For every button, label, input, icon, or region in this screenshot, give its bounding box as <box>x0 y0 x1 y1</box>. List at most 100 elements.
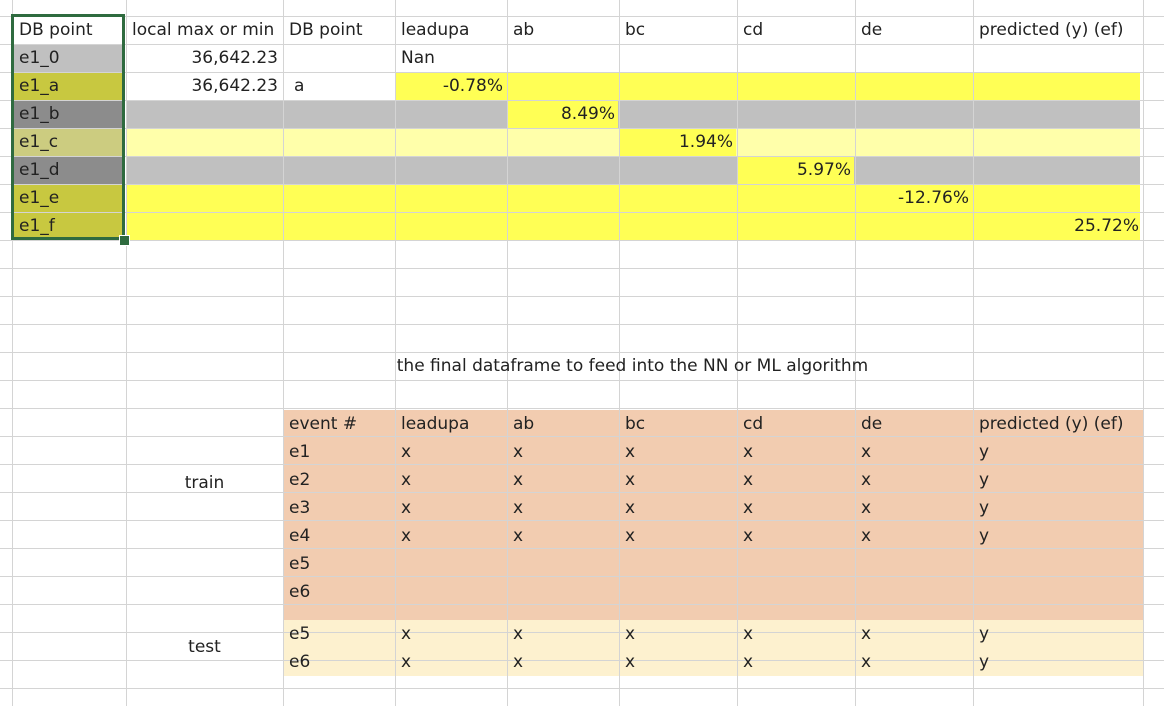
feature-cell-de[interactable] <box>856 550 866 578</box>
bottom-header-bc[interactable]: bc <box>625 414 646 434</box>
bottom-header-predicted-ef[interactable]: predicted (y) (ef) <box>979 414 1124 434</box>
header-de[interactable]: de <box>861 20 883 40</box>
header-db-point-2[interactable]: DB point <box>289 20 363 40</box>
target-cell[interactable]: y <box>979 624 990 644</box>
event-cell[interactable]: e1 <box>289 442 311 462</box>
event-cell[interactable]: e5 <box>289 624 311 644</box>
feature-cell-de[interactable]: x <box>861 470 872 490</box>
feature-cell-leadupa[interactable] <box>396 550 406 578</box>
train-label[interactable]: train <box>184 473 225 493</box>
header-ab[interactable]: ab <box>513 20 535 40</box>
bottom-header-cd[interactable]: cd <box>743 414 764 434</box>
feature-cell-de[interactable]: x <box>861 526 872 546</box>
feature-cell-leadupa[interactable]: x <box>401 526 412 546</box>
target-cell[interactable] <box>974 578 984 606</box>
header-db-point[interactable]: DB point <box>19 20 93 40</box>
feature-cell-ab[interactable]: x <box>513 526 524 546</box>
feature-cell-bc[interactable]: x <box>625 470 636 490</box>
grid-row-line <box>0 44 1164 45</box>
feature-cell-bc[interactable]: x <box>625 498 636 518</box>
feature-cell-ab[interactable]: x <box>513 498 524 518</box>
target-cell[interactable]: y <box>979 442 990 462</box>
cell-ab-e1-b[interactable]: 8.49% <box>560 104 615 124</box>
feature-cell-leadupa[interactable] <box>396 578 406 606</box>
row-label-e1-b[interactable]: e1_b <box>19 104 60 124</box>
label-e1-f-fill <box>14 213 122 237</box>
header-predicted-ef[interactable]: predicted (y) (ef) <box>979 20 1124 40</box>
feature-cell-ab[interactable]: x <box>513 624 524 644</box>
feature-cell-bc[interactable] <box>620 550 630 578</box>
header-bc[interactable]: bc <box>625 20 646 40</box>
feature-cell-de[interactable]: x <box>861 498 872 518</box>
bottom-header-ab[interactable]: ab <box>513 414 535 434</box>
target-cell[interactable]: y <box>979 498 990 518</box>
train-block-fill <box>283 410 1143 620</box>
bottom-header-event[interactable]: event # <box>289 414 358 434</box>
row-label-e1-a[interactable]: e1_a <box>19 76 60 96</box>
grid-row-line <box>0 100 1164 101</box>
test-label[interactable]: test <box>188 637 221 657</box>
cell-local-e1-a[interactable]: 36,642.23 <box>191 76 278 96</box>
fill-handle[interactable] <box>119 235 130 246</box>
feature-cell-cd[interactable]: x <box>743 498 754 518</box>
feature-cell-bc[interactable] <box>620 578 630 606</box>
cell-ef-e1-f[interactable]: 25.72% <box>1074 216 1139 236</box>
feature-cell-cd[interactable]: x <box>743 442 754 462</box>
header-cd[interactable]: cd <box>743 20 764 40</box>
feature-cell-ab[interactable] <box>508 578 518 606</box>
target-cell[interactable]: y <box>979 652 990 672</box>
event-cell[interactable]: e2 <box>289 470 311 490</box>
row-label-e1-d[interactable]: e1_d <box>19 160 60 180</box>
cell-local-e1-0[interactable]: 36,642.23 <box>191 48 278 68</box>
row-label-e1-e[interactable]: e1_e <box>19 188 60 208</box>
cell-leadupa-e1-0[interactable]: Nan <box>401 48 435 68</box>
feature-cell-cd[interactable]: x <box>743 470 754 490</box>
feature-cell-cd[interactable]: x <box>743 526 754 546</box>
cell-db-e1-a[interactable]: a <box>294 76 305 96</box>
feature-cell-ab[interactable] <box>508 550 518 578</box>
feature-cell-leadupa[interactable]: x <box>401 624 412 644</box>
event-cell[interactable]: e5 <box>289 554 311 574</box>
dataframe-caption[interactable]: the final dataframe to feed into the NN … <box>396 356 869 376</box>
bottom-header-leadupa[interactable]: leadupa <box>401 414 470 434</box>
row-label-e1-f[interactable]: e1_f <box>19 216 55 236</box>
header-local-max-or-min[interactable]: local max or min <box>132 20 275 40</box>
feature-cell-leadupa[interactable]: x <box>401 652 412 672</box>
cell-bc-e1-c[interactable]: 1.94% <box>678 132 733 152</box>
bottom-header-de[interactable]: de <box>861 414 883 434</box>
feature-cell-ab[interactable]: x <box>513 470 524 490</box>
feature-cell-leadupa[interactable]: x <box>401 498 412 518</box>
feature-cell-bc[interactable]: x <box>625 442 636 462</box>
row-label-e1-0[interactable]: e1_0 <box>19 48 60 68</box>
feature-cell-de[interactable]: x <box>861 442 872 462</box>
feature-cell-ab[interactable]: x <box>513 652 524 672</box>
target-cell[interactable]: y <box>979 470 990 490</box>
feature-cell-cd[interactable] <box>738 550 748 578</box>
cell-de-e1-e[interactable]: -12.76% <box>898 188 969 208</box>
feature-cell-de[interactable] <box>856 578 866 606</box>
event-cell[interactable]: e4 <box>289 526 311 546</box>
feature-cell-bc[interactable]: x <box>625 624 636 644</box>
grid-row-line <box>0 184 1164 185</box>
cell-leadupa-e1-a[interactable]: -0.78% <box>442 76 503 96</box>
feature-cell-bc[interactable]: x <box>625 526 636 546</box>
cell-cd-e1-d[interactable]: 5.97% <box>796 160 851 180</box>
feature-cell-cd[interactable]: x <box>743 652 754 672</box>
target-cell[interactable] <box>974 550 984 578</box>
feature-cell-bc[interactable]: x <box>625 652 636 672</box>
feature-cell-leadupa[interactable]: x <box>401 442 412 462</box>
feature-cell-ab[interactable]: x <box>513 442 524 462</box>
feature-cell-cd[interactable] <box>738 578 748 606</box>
event-cell[interactable]: e6 <box>289 652 311 672</box>
feature-cell-de[interactable]: x <box>861 652 872 672</box>
feature-cell-leadupa[interactable]: x <box>401 470 412 490</box>
header-leadupa[interactable]: leadupa <box>401 20 470 40</box>
row-label-e1-c[interactable]: e1_c <box>19 132 59 152</box>
event-cell[interactable]: e6 <box>289 582 311 602</box>
feature-cell-de[interactable]: x <box>861 624 872 644</box>
event-cell[interactable]: e3 <box>289 498 311 518</box>
feature-cell-cd[interactable]: x <box>743 624 754 644</box>
grid-row-line <box>0 464 1164 465</box>
target-cell[interactable]: y <box>979 526 990 546</box>
